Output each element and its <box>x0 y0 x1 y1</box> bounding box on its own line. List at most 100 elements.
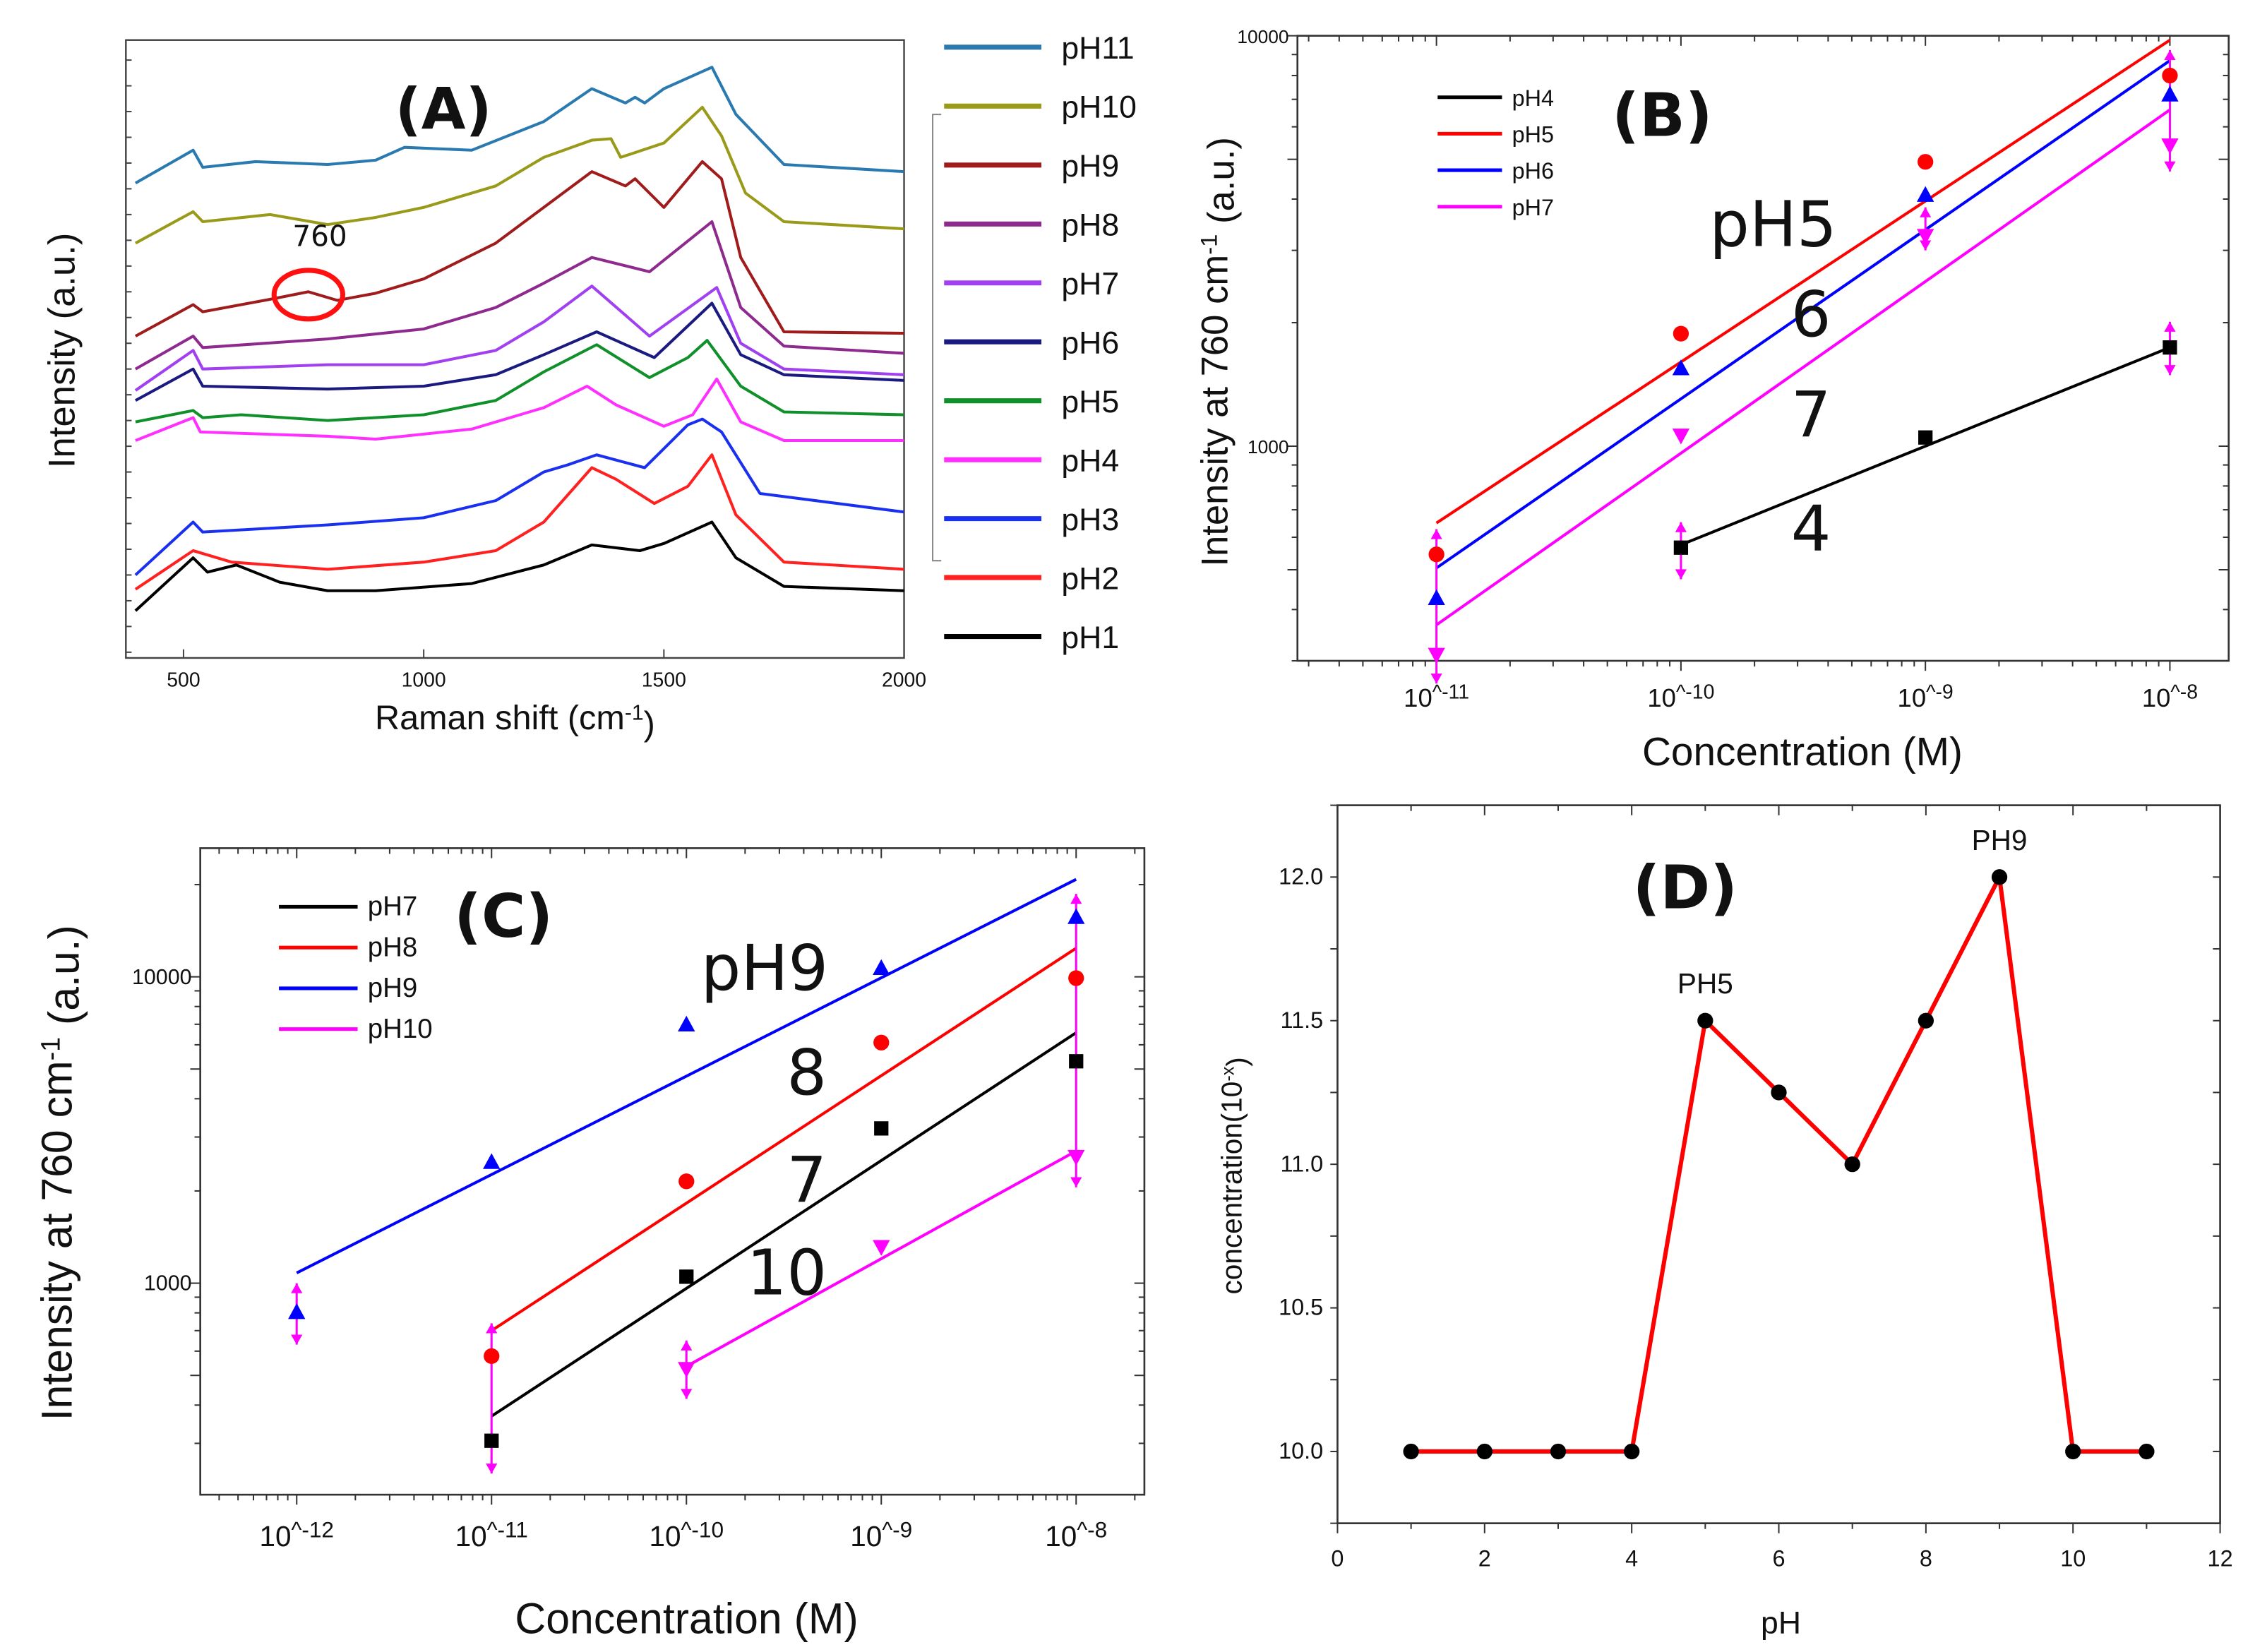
error-arrow-down-icon <box>681 1389 693 1399</box>
data-line <box>1411 870 2147 1454</box>
error-arrow-up-icon <box>1675 522 1687 532</box>
data-point-circle <box>1428 546 1445 563</box>
legend-label: pH7 <box>1061 267 1119 301</box>
spectrum-ph5 <box>135 339 904 424</box>
data-point <box>1918 1012 1934 1029</box>
legend-label: pH1 <box>1061 621 1119 655</box>
data-point-triangle-down <box>1672 429 1690 445</box>
data-point-triangle-up <box>1672 359 1690 376</box>
y-axis-label: Intensity at 760 cm-1 (a.u.) <box>1194 137 1242 567</box>
x-tick-label: 10^-12 <box>259 1516 334 1552</box>
error-arrow-up-icon <box>2164 49 2176 61</box>
error-arrow-up-icon <box>1920 207 1932 217</box>
y-tick-label: 11.5 <box>1281 1007 1324 1033</box>
data-point-circle <box>678 1173 695 1190</box>
y-tick-label: 10.5 <box>1279 1295 1323 1320</box>
spectrum-ph2 <box>134 453 904 591</box>
data-point-circle <box>1068 970 1084 986</box>
legend-bracket <box>932 114 942 562</box>
data-point-triangle-up <box>873 959 890 976</box>
series-annotation: 7 <box>786 1144 827 1217</box>
data-point <box>1844 1156 1860 1173</box>
x-tick-label: 2000 <box>882 669 926 691</box>
error-arrow-up-icon <box>681 1340 693 1351</box>
legend-label: pH10 <box>368 1014 433 1044</box>
x-axis-label: Concentration (M) <box>515 1595 858 1643</box>
fit-line-ph6 <box>1435 59 2171 570</box>
x-tick-label: 10^-9 <box>1898 681 1954 712</box>
spectrum-ph9 <box>134 160 904 337</box>
series-annotation: 8 <box>786 1036 827 1110</box>
y-tick-label: 11.0 <box>1281 1151 1324 1176</box>
data-point-square <box>679 1269 694 1284</box>
legend-label: pH4 <box>1512 85 1554 111</box>
data-point <box>1624 1443 1640 1460</box>
plot-frame <box>1336 804 2221 1524</box>
data-point <box>1697 1012 1713 1029</box>
error-arrow-down-icon <box>1920 240 1932 251</box>
panel-title: (D) <box>1633 853 1737 923</box>
fit-line-ph8 <box>491 947 1077 1332</box>
data-point <box>1476 1443 1493 1460</box>
y-tick-label: 10.0 <box>1279 1438 1323 1464</box>
legend-label: pH11 <box>1061 31 1134 66</box>
plot-frame <box>125 39 905 659</box>
panel-c-intensity-vs-concentration: 10^-12 10^-11 10^-10 10^-9 10^-8 1000 10000 pH7… <box>32 847 1146 1643</box>
error-arrow-down-icon <box>1430 674 1442 684</box>
data-point-triangle-down <box>2161 138 2179 155</box>
point-label: PH5 <box>1677 967 1733 1000</box>
plot-frame <box>199 847 1146 1496</box>
y-axis-label: Intensity at 760 cm-1 (a.u.) <box>32 925 88 1420</box>
legend-label: pH9 <box>1061 149 1119 184</box>
peak-760-circle-marker <box>271 268 346 322</box>
y-tick-label: 1000 <box>144 1271 192 1295</box>
data-point-square <box>1673 540 1689 555</box>
error-bar <box>1070 894 1082 1187</box>
panel-title: (A) <box>395 76 492 143</box>
error-arrow-up-icon <box>2164 321 2176 332</box>
data-point-circle <box>1918 154 1934 170</box>
x-tick-label: 500 <box>167 669 200 691</box>
data-point-square <box>874 1121 889 1136</box>
error-arrow-up-icon <box>1430 529 1442 539</box>
x-tick-label: 10^-11 <box>1404 681 1469 712</box>
data-point-triangle-up <box>483 1153 501 1169</box>
legend-label: pH6 <box>1512 158 1554 184</box>
data-point-triangle-up <box>1067 908 1085 924</box>
spectrum-ph3 <box>134 417 904 576</box>
data-point-triangle-up <box>1917 186 1934 202</box>
error-arrow-down-icon <box>1675 569 1687 580</box>
data-point-square <box>1918 430 1933 445</box>
error-arrow-up-icon <box>291 1283 303 1293</box>
data-point-square <box>484 1433 499 1448</box>
data-point-triangle-down <box>678 1362 695 1378</box>
data-point <box>1403 1443 1419 1460</box>
x-tick-label: 0 <box>1331 1545 1344 1571</box>
panel-b-intensity-vs-concentration: 10^-11 10^-10 10^-9 10^-8 1000 10000 pH4 pH5 pH6… <box>1194 26 2230 774</box>
legend-label: pH6 <box>1061 325 1119 360</box>
data-point-circle <box>873 1034 890 1051</box>
panel-title: (C) <box>454 882 553 952</box>
x-tick-label: 10^-10 <box>649 1516 724 1552</box>
series-annotation: 7 <box>1791 378 1831 452</box>
legend-label: pH2 <box>1061 561 1119 596</box>
y-axis-label: Intensity (a.u.) <box>41 233 83 469</box>
x-tick-label: 10^-11 <box>455 1516 528 1552</box>
legend-label: pH5 <box>1512 122 1554 148</box>
data-point-circle <box>484 1348 500 1365</box>
legend-label: pH9 <box>368 973 418 1003</box>
error-arrow-down-icon <box>2164 365 2176 376</box>
x-tick-label: 10^-8 <box>1045 1516 1107 1552</box>
legend-label: pH7 <box>1512 195 1554 220</box>
series-annotation: 6 <box>1791 278 1831 352</box>
x-tick-label: 6 <box>1772 1545 1785 1571</box>
data-point-circle <box>2162 67 2178 84</box>
data-point-square <box>2163 340 2177 355</box>
x-axis-label: pH <box>1761 1606 1801 1641</box>
y-tick-label: 10000 <box>132 965 191 989</box>
legend-label: pH3 <box>1061 503 1119 537</box>
data-point-triangle-up <box>678 1015 695 1031</box>
plot-frame <box>1296 35 2230 662</box>
series-annotation: pH5 <box>1709 188 1836 261</box>
